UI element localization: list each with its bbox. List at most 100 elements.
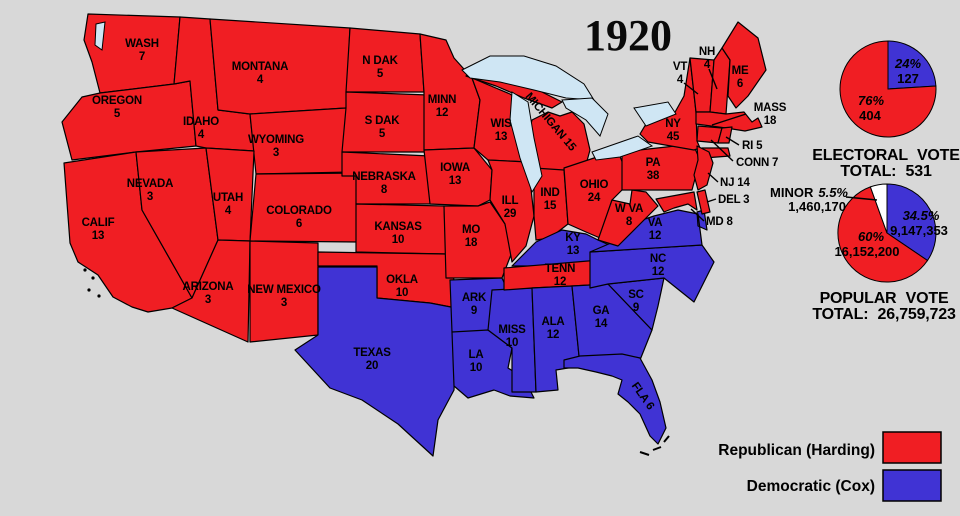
state-label-wyoming: WYOMING 3 bbox=[248, 134, 304, 159]
state-label-ark: ARK 9 bbox=[462, 292, 487, 317]
puget-sound bbox=[94, 21, 106, 51]
nh-leader-line bbox=[708, 68, 718, 90]
electoral-vote-total: TOTAL: 531 bbox=[840, 163, 932, 180]
lake-huron bbox=[561, 97, 609, 137]
state-label-wva: W VA 8 bbox=[615, 203, 643, 228]
state-label-ky: KY 13 bbox=[565, 232, 581, 257]
electoral-vote-heading: ELECTORAL VOTE bbox=[812, 147, 960, 164]
state-label-del: DEL 3 bbox=[718, 194, 749, 206]
state-label-ri: RI 5 bbox=[742, 140, 763, 152]
state-label-oregon: OREGON 5 bbox=[92, 95, 142, 120]
state-arizona bbox=[171, 239, 251, 343]
state-new-jersey bbox=[693, 145, 714, 191]
electoral-pie-democratic-slice bbox=[887, 40, 937, 90]
map-title: 1920 bbox=[584, 11, 672, 60]
state-label-vt: VT 4 bbox=[673, 61, 687, 86]
state-delaware bbox=[696, 189, 711, 215]
state-label-arizona: ARIZONA 3 bbox=[183, 281, 234, 306]
state-label-me: ME 6 bbox=[732, 65, 749, 90]
legend-democratic-label: Democratic (Cox) bbox=[747, 478, 875, 495]
state-west-virginia bbox=[597, 189, 659, 247]
state-label-utah: UTAH 4 bbox=[213, 192, 243, 217]
popular-dem-votes: 9,147,353 bbox=[890, 223, 948, 238]
state-label-okla: OKLA 10 bbox=[386, 274, 418, 299]
electoral-dem-pct: 24% bbox=[894, 56, 921, 71]
popular-rep-pct: 60% bbox=[858, 229, 884, 244]
legend: Republican (Harding) Democratic (Cox) bbox=[718, 431, 942, 502]
state-labels-group: WASH 7 OREGON 5 CALIF 13 NEVADA 3 IDAHO 4 MONTANA 4… bbox=[82, 38, 787, 412]
leader-lines-group bbox=[683, 68, 747, 222]
state-label-newmexico: NEW MEXICO 3 bbox=[247, 284, 321, 309]
electoral-vote-pie: 24% 127 76% 404 ELECTORAL VOTE TOTAL: 53… bbox=[812, 40, 960, 180]
minor-pct: 5.5% bbox=[818, 185, 848, 200]
state-minnesota bbox=[419, 33, 481, 151]
popular-minor-label: MINOR 5.5% bbox=[770, 185, 848, 200]
ri-leader-line bbox=[725, 136, 740, 146]
channel-islands bbox=[87, 288, 91, 292]
state-label-pa: PA 38 bbox=[646, 157, 661, 182]
legend-republican-swatch bbox=[882, 431, 942, 464]
state-label-ga: GA 14 bbox=[593, 305, 610, 330]
state-label-nh: NH 4 bbox=[699, 46, 715, 71]
state-label-ny: NY 45 bbox=[665, 118, 681, 143]
popular-minor-votes: 1,460,170 bbox=[788, 199, 846, 214]
lake-ontario bbox=[633, 101, 677, 127]
del-leader-line bbox=[706, 198, 717, 203]
state-label-miss: MISS 10 bbox=[498, 324, 526, 349]
state-label-montana: MONTANA 4 bbox=[232, 61, 289, 86]
electoral-dem-votes: 127 bbox=[897, 71, 919, 86]
state-florida bbox=[563, 353, 667, 445]
state-label-conn: CONN 7 bbox=[736, 157, 778, 169]
state-label-colorado: COLORADO 6 bbox=[266, 205, 332, 230]
mass-leader-line bbox=[711, 113, 747, 126]
popular-vote-pie: MINOR 5.5% 1,460,170 34.5% 9,147,353 60% … bbox=[770, 183, 956, 323]
state-label-texas: TEXAS 20 bbox=[353, 347, 391, 372]
electoral-pie-republican-slice bbox=[839, 40, 937, 138]
state-label-ohio: OHIO 24 bbox=[580, 179, 609, 204]
state-label-tenn: TENN 12 bbox=[545, 263, 576, 288]
channel-islands bbox=[91, 276, 95, 280]
state-massachusetts bbox=[695, 111, 763, 132]
florida-keys bbox=[639, 451, 650, 456]
lake-erie bbox=[591, 135, 654, 161]
state-label-sdak: S DAK 5 bbox=[365, 115, 401, 140]
state-north-carolina bbox=[589, 244, 715, 303]
popular-pie-minor-slice bbox=[869, 183, 888, 234]
state-label-nj: NJ 14 bbox=[720, 177, 750, 189]
state-label-ind: IND 15 bbox=[540, 187, 559, 212]
state-maryland bbox=[655, 191, 698, 213]
vt-leader-line bbox=[683, 82, 699, 95]
popular-rep-votes: 16,152,200 bbox=[834, 244, 899, 259]
electoral-rep-votes: 404 bbox=[859, 108, 881, 123]
state-label-mo: MO 18 bbox=[462, 224, 480, 249]
state-label-iowa: IOWA 13 bbox=[440, 162, 470, 187]
state-label-wash: WASH 7 bbox=[125, 38, 159, 63]
islands-group bbox=[83, 268, 670, 456]
state-label-nc: NC 12 bbox=[650, 253, 666, 278]
popular-vote-total: TOTAL: 26,759,723 bbox=[812, 306, 956, 323]
state-maine bbox=[721, 21, 767, 109]
state-label-ill: ILL 29 bbox=[502, 195, 519, 220]
minor-word: MINOR bbox=[770, 185, 814, 200]
states-group bbox=[61, 13, 767, 457]
state-label-sc: SC 9 bbox=[628, 289, 644, 314]
state-label-wis: WIS 13 bbox=[490, 118, 512, 143]
state-label-idaho: IDAHO 4 bbox=[183, 116, 219, 141]
popular-vote-heading: POPULAR VOTE bbox=[820, 290, 949, 307]
minor-leader-line bbox=[845, 196, 878, 201]
popular-pie-republican-slice bbox=[837, 186, 929, 283]
florida-keys bbox=[652, 446, 662, 451]
state-label-nevada: NEVADA 3 bbox=[127, 178, 174, 203]
state-label-calif: CALIF 13 bbox=[82, 217, 115, 242]
state-label-md: MD 8 bbox=[706, 216, 733, 228]
md-leader-line bbox=[690, 208, 705, 222]
state-label-minn: MINN 12 bbox=[428, 94, 457, 119]
state-label-kansas: KANSAS 10 bbox=[374, 221, 422, 246]
state-label-ala: ALA 12 bbox=[541, 316, 564, 341]
nj-leader-line bbox=[707, 172, 719, 183]
state-texas bbox=[294, 266, 457, 457]
conn-leader-line bbox=[710, 139, 734, 162]
channel-islands bbox=[97, 294, 101, 298]
